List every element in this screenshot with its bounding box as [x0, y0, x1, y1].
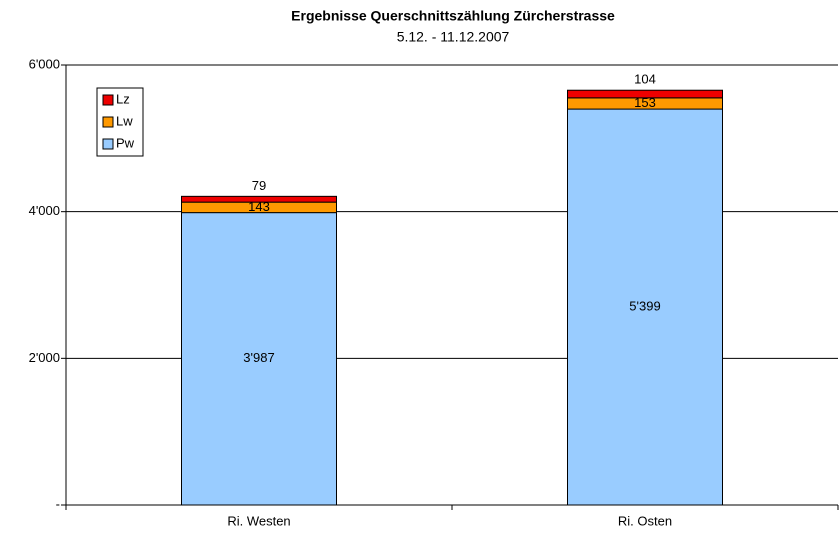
data-label: 79: [252, 178, 266, 193]
legend-swatch: [102, 94, 114, 106]
bar-segment: [181, 195, 337, 203]
legend-label: Pw: [116, 135, 135, 150]
y-tick-label: 4'000: [29, 203, 60, 218]
chart-title: Ergebnisse Querschnittszählung Zürcherst…: [291, 8, 615, 24]
y-tick-label: 2'000: [29, 350, 60, 365]
data-label: 3'987: [243, 350, 274, 365]
bar-segment: [567, 108, 723, 506]
chart-subtitle: 5.12. - 11.12.2007: [397, 29, 510, 45]
x-tick-label: Ri. Osten: [618, 513, 672, 528]
x-tick-label: Ri. Westen: [227, 513, 290, 528]
legend-swatch: [102, 138, 114, 150]
data-label: 5'399: [629, 298, 660, 313]
data-label: 104: [634, 72, 656, 87]
legend-label: Lz: [116, 91, 130, 106]
data-label: 153: [634, 95, 656, 110]
legend-label: Lw: [116, 113, 133, 128]
y-tick-label: 6'000: [29, 56, 60, 71]
bar-segment: [567, 89, 723, 99]
y-tick-label: -: [56, 496, 60, 511]
legend-swatch: [102, 116, 114, 128]
bar-segment: [181, 212, 337, 506]
